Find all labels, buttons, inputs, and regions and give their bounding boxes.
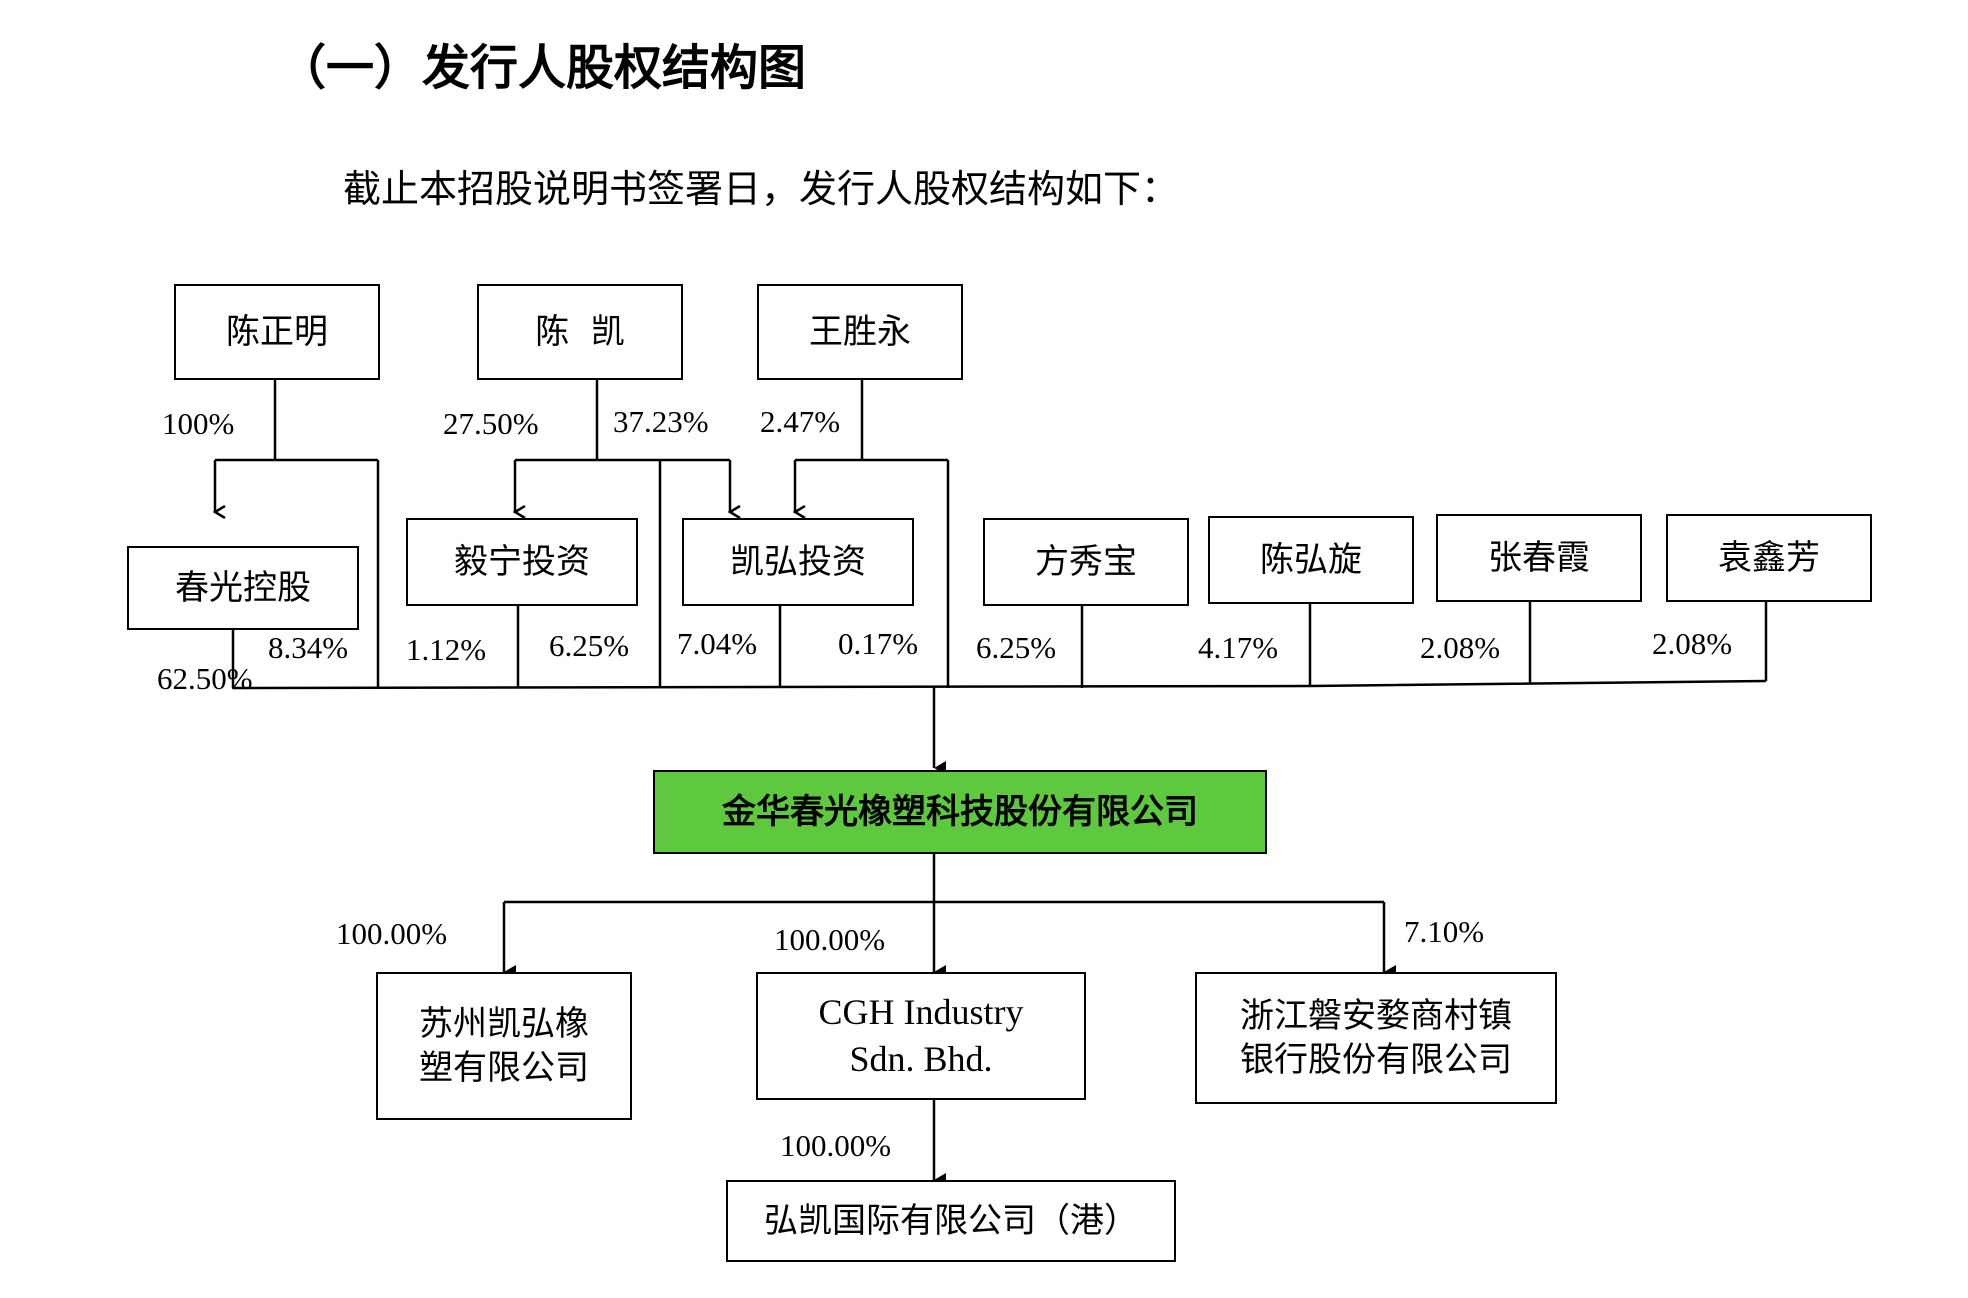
issuer-company: 金华春光橡塑科技股份有限公司: [653, 770, 1267, 854]
pct-wang-shengyong-to-issuer: 0.17%: [838, 626, 919, 661]
pct-chen-zhengming-to-issuer: 8.34%: [268, 630, 349, 665]
shareholder-name: 陈弘旋: [1260, 539, 1362, 580]
shareholder-name: 袁鑫芳: [1718, 537, 1820, 578]
holder-name: 凯弘投资: [730, 541, 866, 582]
pct-issuer-to-suzhou: 100.00%: [336, 916, 448, 951]
affiliate-name-line: 浙江磐安婺商村镇: [1240, 995, 1512, 1036]
pct-fang-xiubao-to-issuer: 6.25%: [976, 630, 1057, 665]
pct-chen-kai-to-yining: 27.50%: [443, 406, 539, 441]
holder-name: 春光控股: [175, 567, 311, 608]
subsidiary-name-line: 塑有限公司: [419, 1048, 589, 1088]
shareholder-name: 方秀宝: [1035, 541, 1137, 582]
shareholder-fang-xiubao: 方秀宝: [983, 518, 1189, 606]
shareholder-yuan-xinfang: 袁鑫芳: [1666, 514, 1872, 602]
pct-wang-shengyong-to-kaihong: 2.47%: [760, 404, 841, 439]
shareholder-zhang-chunxia: 张春霞: [1436, 514, 1642, 602]
pct-yining-to-issuer: 1.12%: [406, 632, 487, 667]
shareholder-chen-kai: 陈 凯: [477, 284, 683, 380]
holder-name: 毅宁投资: [454, 541, 590, 582]
subsidiary-name: 弘凯国际有限公司（港）: [764, 1200, 1138, 1241]
pct-yuan-xinfang-to-issuer: 2.08%: [1652, 626, 1733, 661]
holder-chunguang-holding: 春光控股: [127, 546, 359, 630]
shareholder-name: 张春霞: [1488, 537, 1590, 578]
pct-issuer-to-bank: 7.10%: [1404, 914, 1485, 949]
subsidiary-hongkai-international: 弘凯国际有限公司（港）: [726, 1180, 1176, 1262]
pct-chen-hongxuan-to-issuer: 4.17%: [1198, 630, 1279, 665]
subsidiary-cgh-industry: CGH Industry Sdn. Bhd.: [756, 972, 1086, 1100]
shareholder-name: 陈 凯: [535, 311, 625, 352]
intro-text: 截止本招股说明书签署日，发行人股权结构如下：: [343, 167, 1180, 211]
subsidiary-name-line: 苏州凯弘橡: [419, 1003, 589, 1044]
affiliate-name-line: 银行股份有限公司: [1240, 1040, 1512, 1080]
subsidiary-name-line: CGH Industry: [818, 992, 1024, 1033]
section-title: （一）发行人股权结构图: [278, 40, 807, 96]
pct-chen-kai-to-issuer: 6.25%: [549, 628, 630, 663]
pct-kaihong-to-issuer: 7.04%: [677, 626, 758, 661]
pct-zhang-chunxia-to-issuer: 2.08%: [1420, 630, 1501, 665]
pct-chunguang-to-issuer: 62.50%: [157, 661, 253, 696]
pct-chen-kai-to-kaihong: 37.23%: [613, 404, 709, 439]
holder-yining-investment: 毅宁投资: [406, 518, 638, 606]
issuer-name: 金华春光橡塑科技股份有限公司: [722, 791, 1198, 832]
holder-kaihong-investment: 凯弘投资: [682, 518, 914, 606]
shareholder-wang-shengyong: 王胜永: [757, 284, 963, 380]
pct-chen-zhengming-to-chunguang: 100%: [162, 406, 235, 441]
shareholder-name: 陈正明: [226, 311, 328, 352]
affiliate-panan-wushang-bank: 浙江磐安婺商村镇 银行股份有限公司: [1195, 972, 1557, 1104]
shareholder-bus-line: [232, 679, 1767, 690]
pct-issuer-to-cgh: 100.00%: [774, 922, 886, 957]
shareholder-chen-hongxuan: 陈弘旋: [1208, 516, 1414, 604]
subsidiary-name-line: Sdn. Bhd.: [849, 1039, 993, 1079]
pct-cgh-to-hongkai: 100.00%: [780, 1128, 892, 1163]
subsidiary-suzhou-kaihong: 苏州凯弘橡 塑有限公司: [376, 972, 632, 1120]
shareholder-chen-zhengming: 陈正明: [174, 284, 380, 380]
shareholder-name: 王胜永: [809, 311, 911, 352]
